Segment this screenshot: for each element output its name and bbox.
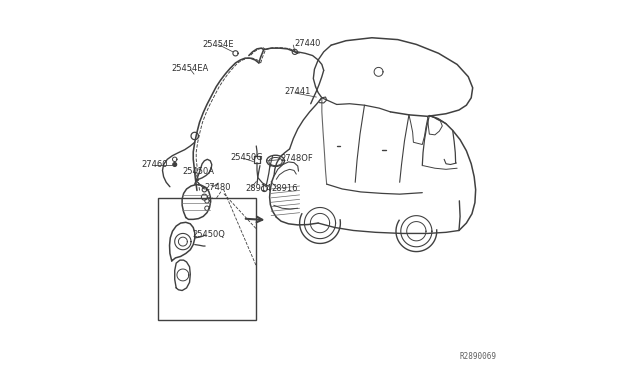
- Text: 27441: 27441: [285, 87, 311, 96]
- Text: 28914: 28914: [245, 184, 271, 193]
- Text: 25450A: 25450A: [182, 167, 214, 176]
- Text: 25450Q: 25450Q: [192, 230, 225, 240]
- Polygon shape: [173, 163, 177, 166]
- Text: 27440: 27440: [294, 39, 321, 48]
- Text: R2890069: R2890069: [459, 352, 496, 361]
- Text: 28916: 28916: [272, 184, 298, 193]
- Text: 25454EA: 25454EA: [171, 64, 208, 73]
- Bar: [157, 198, 256, 320]
- Text: 25454E: 25454E: [202, 40, 234, 49]
- Text: 25450G: 25450G: [230, 153, 263, 162]
- Text: 27480: 27480: [204, 183, 231, 192]
- Text: 27460: 27460: [141, 160, 168, 169]
- Text: 2748OF: 2748OF: [280, 154, 313, 163]
